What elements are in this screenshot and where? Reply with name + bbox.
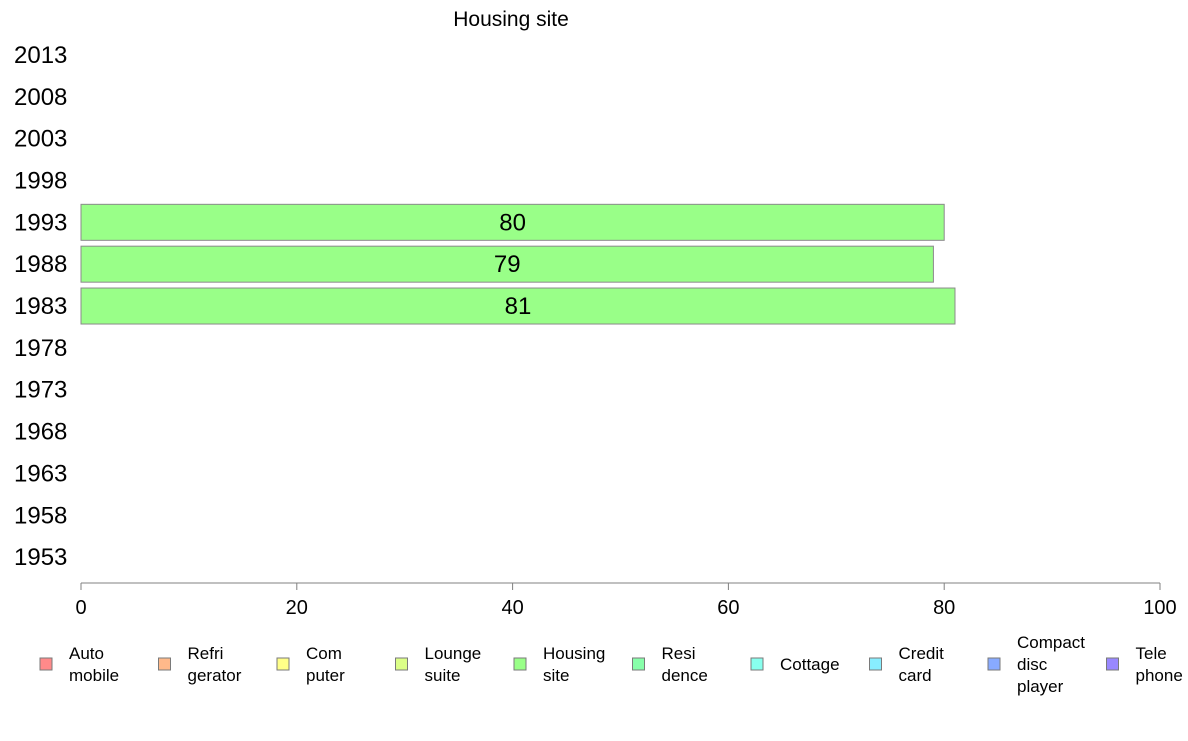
legend-label: Auto mobile [69, 644, 119, 685]
legend: Auto mobile Refri gerator Com puter Lounge suit… [39, 633, 1183, 696]
legend-swatch [1106, 657, 1119, 671]
legend-item: Com puter [276, 644, 345, 685]
legend-item: Compact disc player [987, 633, 1085, 696]
legend-item: Refri gerator [158, 644, 242, 685]
y-tick-label: 1978 [14, 335, 67, 362]
legend-label-line: Cottage [780, 655, 840, 674]
legend-label-line: Tele [1136, 644, 1167, 663]
legend-label: Compact disc player [1017, 633, 1085, 696]
x-tick-label: 60 [717, 597, 739, 619]
legend-label: Refri gerator [188, 644, 242, 685]
legend-label-line: gerator [188, 666, 242, 685]
legend-label: Housing site [543, 644, 605, 685]
legend-label-line: Refri [188, 644, 224, 663]
legend-swatch [39, 657, 53, 671]
legend-item: Lounge suite [395, 644, 482, 685]
y-tick-label: 1988 [14, 251, 67, 278]
legend-item: Cottage [750, 655, 840, 674]
legend-label-line: Resi [662, 644, 696, 663]
legend-label: Lounge suite [425, 644, 482, 685]
y-tick-label: 1983 [14, 293, 67, 320]
y-tick-label: 1953 [14, 544, 67, 571]
legend-label-line: puter [306, 666, 345, 685]
legend-label: Tele phone [1136, 644, 1183, 685]
bar-value-label: 79 [494, 251, 521, 278]
legend-swatch [276, 657, 290, 671]
legend-swatch [513, 657, 527, 671]
legend-label-line: player [1017, 677, 1064, 696]
legend-item: Auto mobile [39, 644, 119, 685]
y-tick-label: 2003 [14, 126, 67, 153]
legend-label-line: Auto [69, 644, 104, 663]
legend-label-line: Lounge [425, 644, 482, 663]
y-tick-label: 1963 [14, 460, 67, 487]
bar-value-label: 81 [505, 293, 532, 320]
legend-swatch [869, 657, 882, 671]
legend-item: Resi dence [632, 644, 708, 685]
x-axis: 0 20 40 60 80 100 [75, 582, 1177, 619]
legend-label-line: site [543, 666, 569, 685]
legend-swatch [158, 657, 171, 671]
legend-label-line: mobile [69, 666, 119, 685]
legend-label-line: Compact [1017, 633, 1085, 652]
legend-swatch [632, 657, 645, 671]
legend-label: Cottage [780, 655, 840, 674]
legend-item: Housing site [513, 644, 605, 685]
legend-label-line: dence [662, 666, 708, 685]
legend-label-line: Com [306, 644, 342, 663]
y-tick-label: 1973 [14, 377, 67, 404]
legend-label: Resi dence [662, 644, 708, 685]
y-tick-label: 1958 [14, 502, 67, 529]
y-tick-label: 1968 [14, 419, 67, 446]
bar [80, 245, 934, 283]
legend-label-line: disc [1017, 655, 1048, 674]
legend-item: Tele phone [1106, 644, 1183, 685]
bar [80, 203, 945, 241]
legend-label: Com puter [306, 644, 345, 685]
legend-label-line: Housing [543, 644, 605, 663]
y-tick-label: 1998 [14, 167, 67, 194]
bar [80, 287, 956, 325]
legend-label: Credit card [899, 644, 945, 685]
x-tick-label: 20 [286, 597, 308, 619]
legend-label-line: card [899, 666, 932, 685]
legend-swatch [987, 657, 1001, 671]
x-tick-label: 100 [1143, 597, 1176, 619]
x-tick-label: 40 [501, 597, 523, 619]
legend-swatch [395, 657, 408, 671]
x-tick-label: 80 [933, 597, 955, 619]
x-tick-label: 0 [75, 597, 86, 619]
legend-item: Credit card [869, 644, 945, 685]
legend-swatch [750, 657, 764, 671]
y-axis-labels: 2013 2008 2003 1998 1993 1988 1983 1978 1973 1968… [14, 42, 67, 571]
bars-group: 80 79 81 [80, 203, 956, 325]
legend-label-line: phone [1136, 666, 1183, 685]
legend-label-line: suite [425, 666, 461, 685]
chart-title: Housing site [453, 8, 569, 31]
legend-label-line: Credit [899, 644, 945, 663]
y-tick-label: 1993 [14, 209, 67, 236]
bar-value-label: 80 [499, 209, 526, 236]
y-tick-label: 2008 [14, 84, 67, 111]
y-tick-label: 2013 [14, 42, 67, 69]
